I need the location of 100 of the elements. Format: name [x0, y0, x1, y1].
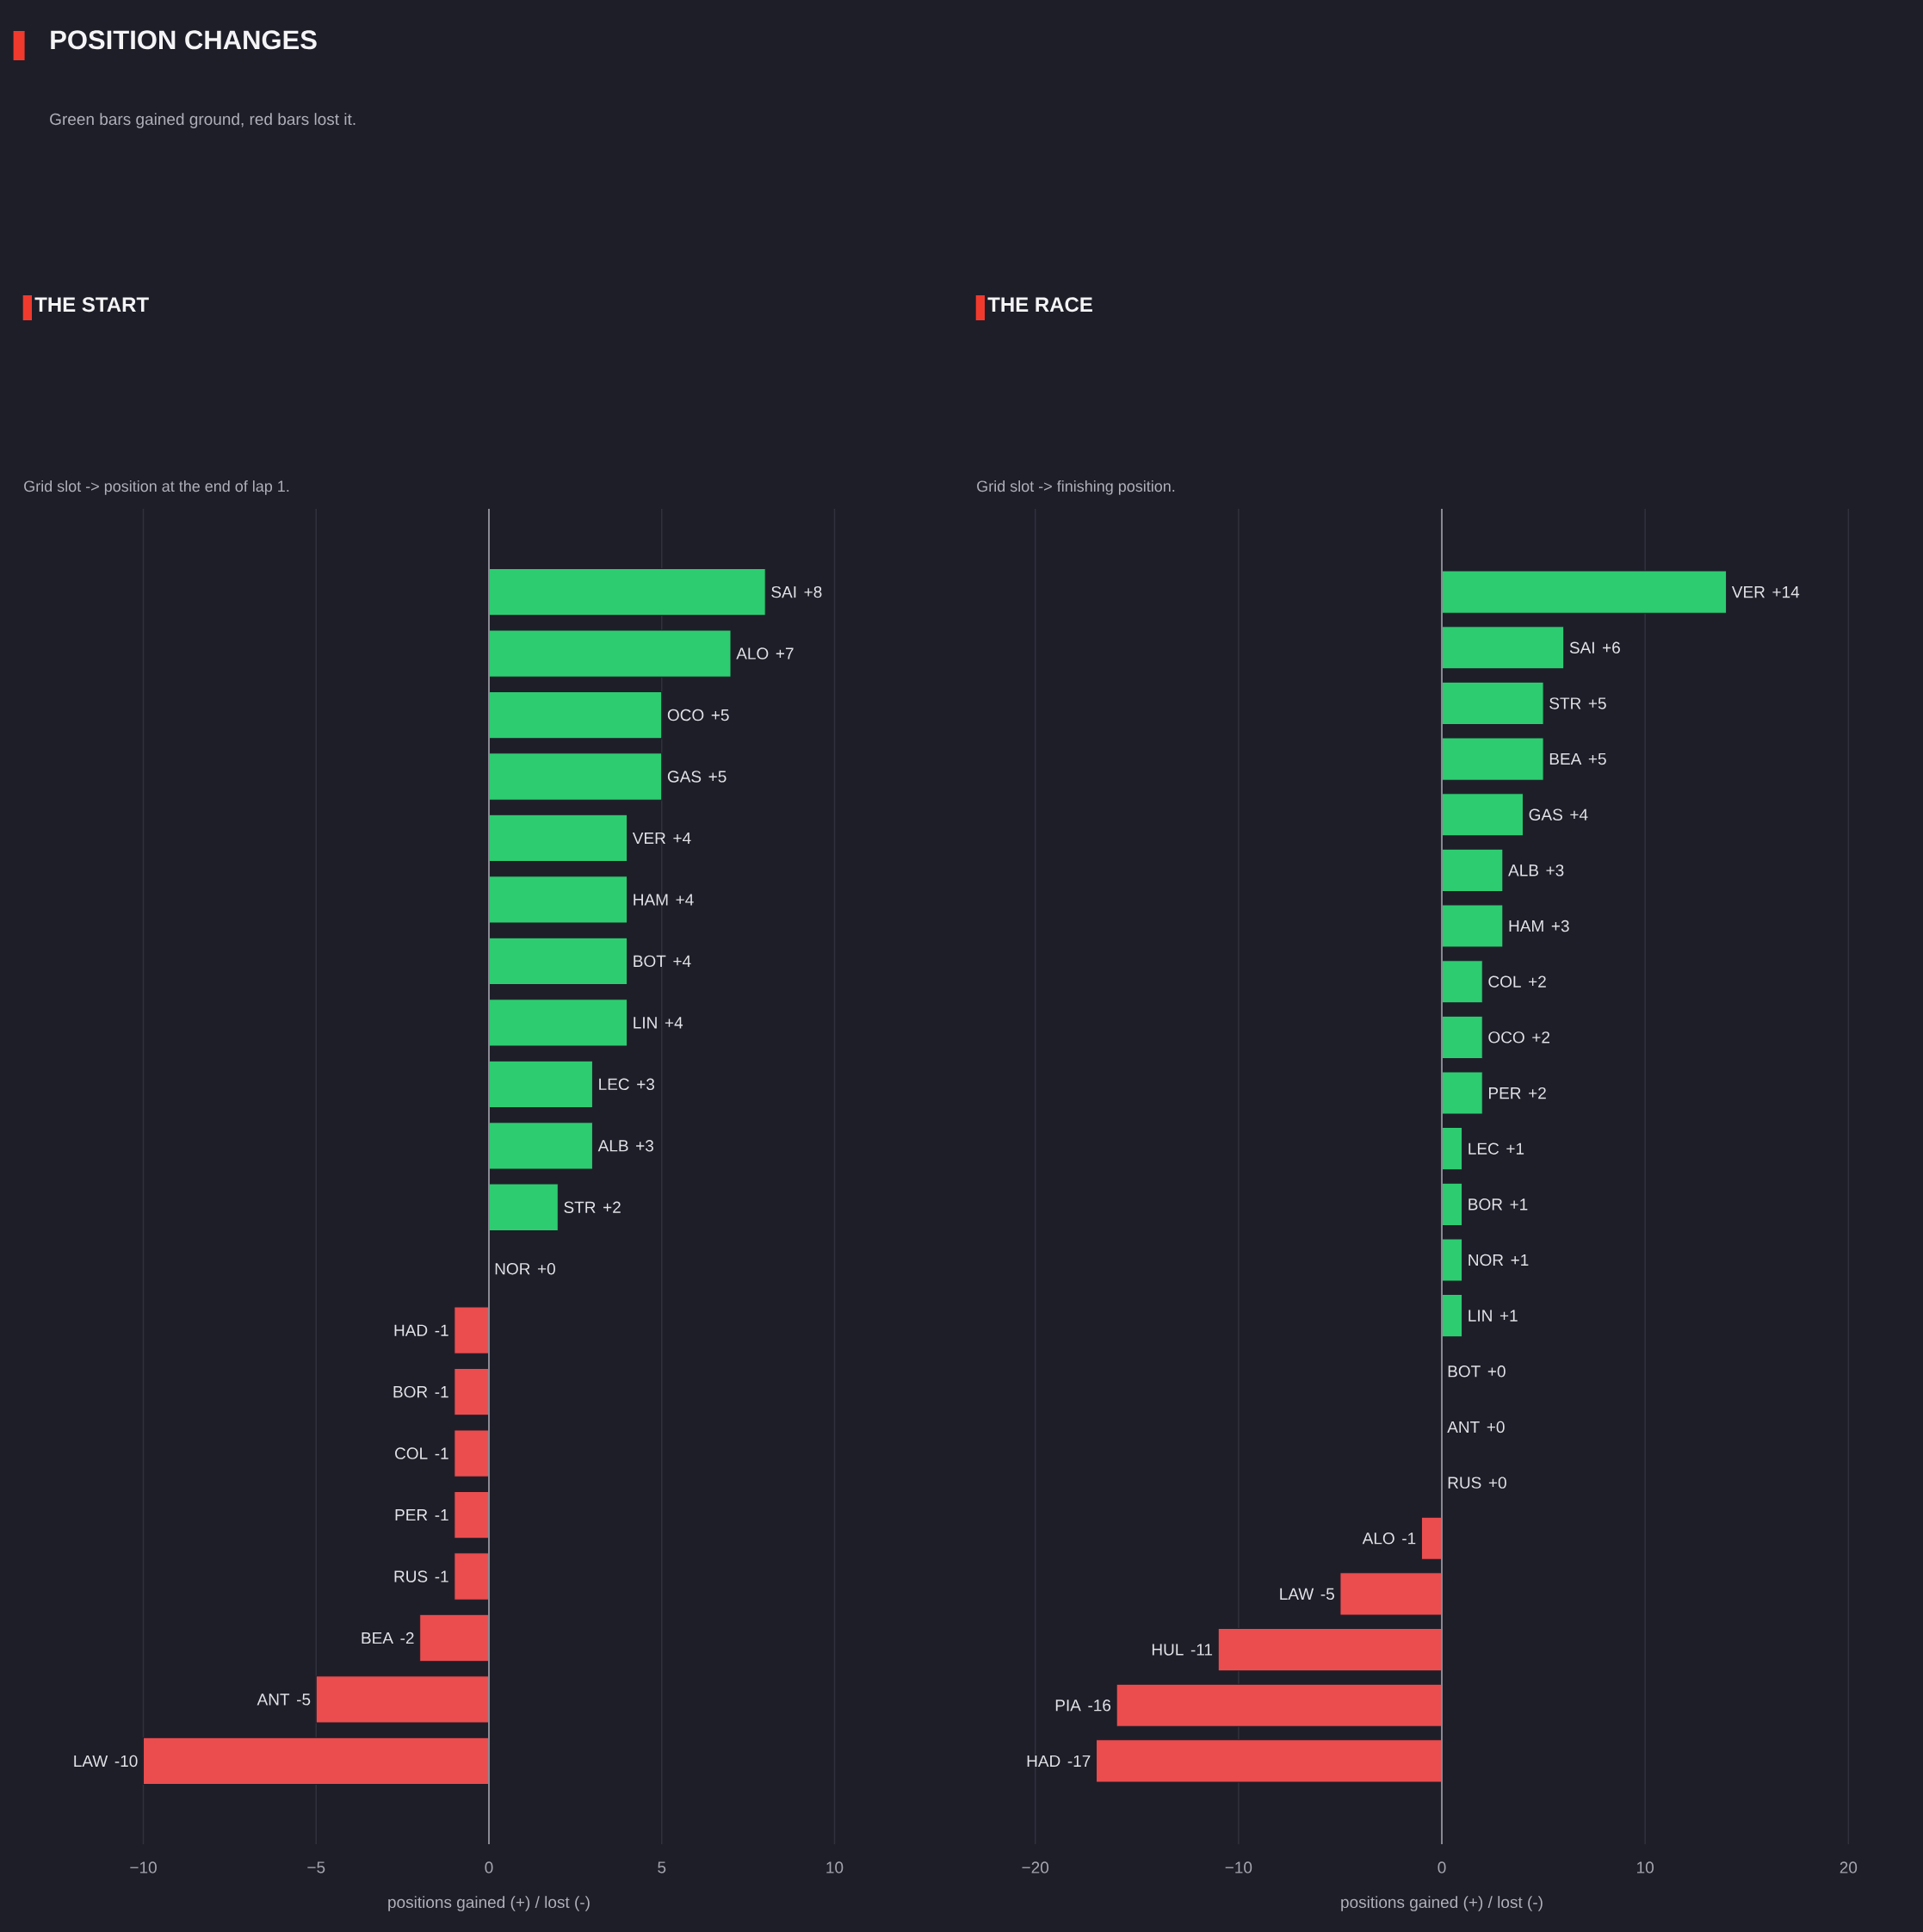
category-label: PER: [1489, 1087, 1521, 1099]
bar: [488, 567, 766, 616]
bar: [454, 1367, 490, 1416]
data-label: +4: [673, 832, 691, 844]
data-label: -1: [1402, 1533, 1416, 1545]
bar: [488, 814, 628, 863]
data-label: +3: [1551, 920, 1569, 932]
bar: [488, 1183, 559, 1231]
bar: [488, 876, 628, 924]
text: POSITION CHANGES: [51, 30, 317, 50]
data-label: -10: [114, 1755, 138, 1768]
data-label: +2: [1532, 1031, 1550, 1043]
data-label: +1: [1499, 1310, 1518, 1322]
x-tick-label: 5: [658, 1861, 666, 1873]
data-label: +4: [1570, 808, 1588, 820]
category-label: NOR: [1469, 1254, 1504, 1266]
bar: [1441, 626, 1565, 670]
data-label: -11: [1190, 1644, 1213, 1656]
data-label: -5: [297, 1694, 311, 1706]
bar: [419, 1613, 490, 1663]
category-label: LIN: [634, 1017, 657, 1029]
bar: [1441, 1182, 1463, 1226]
bar: [143, 1737, 490, 1786]
data-label: -1: [435, 1324, 448, 1336]
category-label: ANT: [257, 1694, 290, 1706]
x-tick-label: −20: [1022, 1861, 1049, 1873]
category-label: ANT: [1447, 1421, 1480, 1434]
category-label: LAW: [74, 1755, 108, 1767]
category-label: GAS: [1529, 808, 1562, 820]
bar: [1339, 1572, 1443, 1616]
category-label: RUS: [1448, 1477, 1481, 1489]
category-label: STR: [564, 1201, 596, 1213]
data-label: +7: [776, 647, 794, 659]
category-label: LEC: [1469, 1142, 1499, 1155]
x-tick-label: 10: [1637, 1861, 1654, 1873]
text: Green bars gained ground, red bars lost it.: [50, 113, 356, 128]
x-axis-title: positions gained (+) / lost (-): [388, 1896, 590, 1911]
category-label: ALO: [1362, 1533, 1394, 1545]
category-label: SAI: [1569, 641, 1594, 653]
category-label: BOT: [634, 955, 666, 968]
category-label: VER: [632, 832, 665, 844]
x-tick-label: −10: [130, 1861, 157, 1873]
bar: [488, 937, 628, 986]
bar: [1441, 904, 1504, 948]
chart-title: THE RACE: [987, 297, 1092, 313]
chart-subtitle: Grid slot -> finishing position.: [977, 480, 1175, 495]
data-label: +4: [676, 894, 694, 906]
bar: [1441, 848, 1504, 892]
category-label: RUS: [394, 1570, 428, 1582]
category-label: PIA: [1055, 1700, 1081, 1712]
bar: [1441, 793, 1524, 837]
bar: [315, 1675, 490, 1724]
category-label: VER: [1731, 586, 1765, 598]
bar: [488, 690, 663, 740]
data-label: +5: [708, 771, 727, 783]
category-label: NOR: [495, 1262, 530, 1275]
data-label: +2: [1529, 975, 1546, 988]
data-label: +1: [1511, 1254, 1529, 1266]
category-label: GAS: [667, 771, 702, 783]
data-label: +5: [1588, 697, 1606, 709]
data-label: -1: [435, 1570, 448, 1582]
category-label: ALB: [1508, 864, 1538, 876]
bar: [454, 1490, 490, 1539]
category-label: BOR: [393, 1385, 428, 1398]
category-label: BEA: [362, 1632, 393, 1644]
data-label: +4: [665, 1017, 683, 1029]
category-label: PER: [395, 1509, 428, 1521]
data-label: -1: [435, 1447, 448, 1459]
bar: [1116, 1683, 1443, 1727]
x-tick-label: 10: [826, 1861, 844, 1873]
category-label: HAD: [394, 1324, 428, 1336]
category-label: HAM: [1509, 920, 1543, 932]
data-label: -17: [1067, 1755, 1091, 1767]
x-tick-label: 20: [1840, 1861, 1858, 1873]
bar: [454, 1429, 490, 1477]
data-label: +5: [711, 709, 729, 721]
bar: [1441, 737, 1544, 781]
data-label: +2: [603, 1201, 621, 1213]
category-label: HAM: [634, 894, 668, 906]
bar: [1441, 681, 1544, 725]
bar: [488, 1122, 593, 1170]
data-label: +3: [636, 1140, 653, 1152]
bar: [1441, 960, 1483, 1004]
category-label: ALB: [597, 1140, 628, 1152]
data-label: +1: [1506, 1142, 1524, 1155]
data-label: +3: [637, 1078, 655, 1091]
data-label: +14: [1772, 586, 1800, 598]
category-label: OCO: [667, 709, 704, 721]
bar: [488, 752, 663, 801]
x-axis-title: positions gained (+) / lost (-): [1341, 1896, 1543, 1911]
data-label: -1: [435, 1509, 448, 1521]
category-label: LAW: [1280, 1588, 1314, 1600]
bar: [1217, 1628, 1443, 1672]
chart-title: THE START: [34, 297, 149, 313]
bar: [1420, 1516, 1443, 1560]
data-label: -2: [400, 1632, 414, 1644]
bar: [488, 1060, 593, 1108]
category-label: HUL: [1152, 1644, 1184, 1656]
chart-subtitle: Grid slot -> position at the end of lap 1.: [24, 480, 289, 495]
category-label: COL: [1488, 975, 1521, 988]
